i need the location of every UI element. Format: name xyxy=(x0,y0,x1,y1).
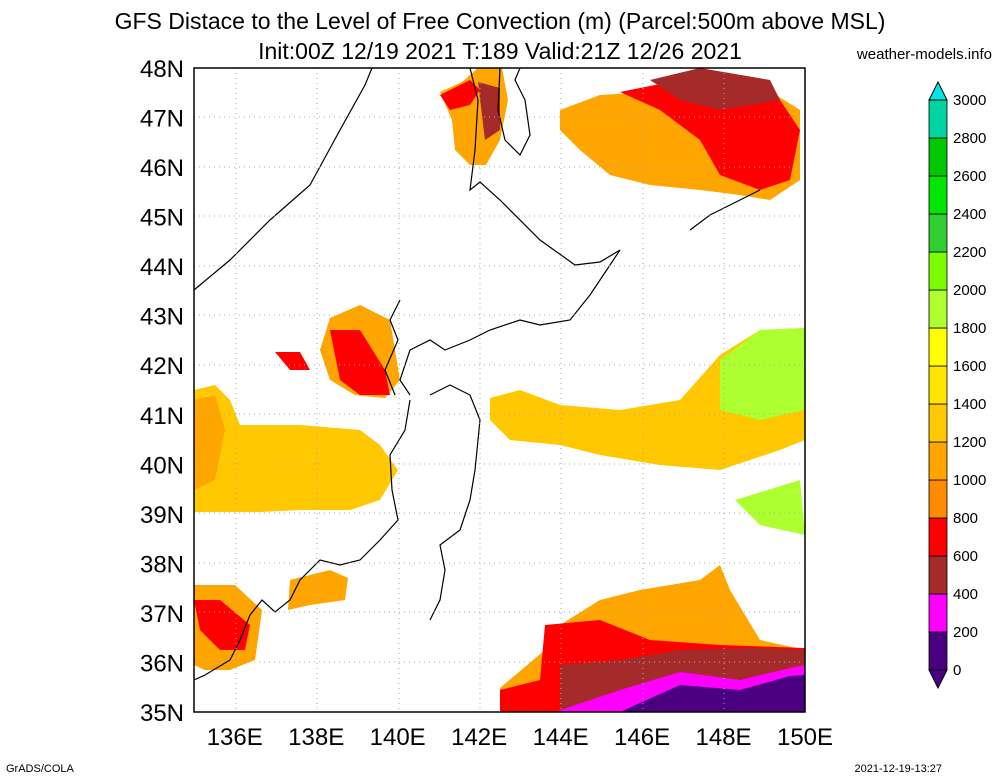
colorbar-bin xyxy=(928,593,948,633)
grads-credit: GrADS/COLA xyxy=(6,763,74,775)
colorbar-label: 2400 xyxy=(953,206,986,223)
latitude-labels: 35N 36N 37N 38N 39N 40N 41N 42N 43N 44N 45N 46N 47N 4… xyxy=(140,56,184,727)
colorbar-label: 1400 xyxy=(953,396,986,413)
lat-tick-label: 43N xyxy=(140,304,184,331)
colorbar-bin xyxy=(928,365,948,405)
colorbar-label: 200 xyxy=(953,624,978,641)
colorbar-bin xyxy=(928,555,948,595)
map-frame xyxy=(193,67,806,713)
map-subtitle: Init:00Z 12/19 2021 T:189 Valid:21Z 12/2… xyxy=(258,38,742,64)
colorbar-label: 600 xyxy=(953,548,978,565)
colorbar-bin xyxy=(928,441,948,481)
lat-tick-label: 35N xyxy=(140,700,184,727)
colorbar-label: 2800 xyxy=(953,130,986,147)
colorbar-label: 2200 xyxy=(953,244,986,261)
colorbar-bin xyxy=(928,479,948,519)
colorbar-bin xyxy=(928,99,948,139)
colorbar-bin xyxy=(928,517,948,557)
colorbar: 0 200 400 600 800 1000 1200 1400 1600 1800 2000 220… xyxy=(928,80,986,690)
lon-tick-label: 146E xyxy=(614,724,670,751)
lon-tick-label: 140E xyxy=(370,724,426,751)
colorbar-bin xyxy=(928,251,948,291)
colorbar-bin xyxy=(928,137,948,177)
lat-tick-label: 36N xyxy=(140,650,184,677)
lon-tick-label: 148E xyxy=(696,724,752,751)
colorbar-label: 800 xyxy=(953,510,978,527)
colorbar-label: 2000 xyxy=(953,282,986,299)
colorbar-bin xyxy=(928,213,948,253)
colorbar-bin xyxy=(928,289,948,329)
lat-tick-label: 48N xyxy=(140,56,184,83)
lat-tick-label: 47N xyxy=(140,106,184,133)
lat-tick-label: 44N xyxy=(140,254,184,281)
lon-tick-label: 144E xyxy=(533,724,589,751)
lon-tick-label: 136E xyxy=(207,724,263,751)
colorbar-label: 1800 xyxy=(953,320,986,337)
map-title: GFS Distace to the Level of Free Convect… xyxy=(114,8,886,34)
colorbar-label: 1200 xyxy=(953,434,986,451)
colorbar-bin xyxy=(928,327,948,367)
lon-tick-label: 150E xyxy=(777,724,833,751)
lon-tick-label: 138E xyxy=(288,724,344,751)
lon-tick-label: 142E xyxy=(451,724,507,751)
colorbar-bin xyxy=(928,631,948,671)
colorbar-label: 3000 xyxy=(953,92,986,109)
colorbar-label: 1000 xyxy=(953,472,986,489)
colorbar-label: 2600 xyxy=(953,168,986,185)
lat-tick-label: 42N xyxy=(140,353,184,380)
lat-tick-label: 39N xyxy=(140,502,184,529)
field-patches xyxy=(194,68,805,712)
coastlines xyxy=(193,67,761,681)
colorbar-label: 1600 xyxy=(953,358,986,375)
site-label: weather-models.info xyxy=(856,46,992,63)
colorbar-label: 0 xyxy=(953,662,961,679)
lat-tick-label: 37N xyxy=(140,601,184,628)
lat-tick-label: 46N xyxy=(140,155,184,182)
gridlines xyxy=(194,68,805,712)
colorbar-min-triangle xyxy=(928,669,948,690)
timestamp: 2021-12-19-13:27 xyxy=(854,763,942,775)
lat-tick-label: 38N xyxy=(140,551,184,578)
lat-tick-label: 41N xyxy=(140,403,184,430)
colorbar-label: 400 xyxy=(953,586,978,603)
colorbar-bin xyxy=(928,403,948,443)
colorbar-max-triangle xyxy=(928,80,948,101)
colorbar-bin xyxy=(928,175,948,215)
lat-tick-label: 40N xyxy=(140,452,184,479)
lat-tick-label: 45N xyxy=(140,205,184,232)
longitude-labels: 136E 138E 140E 142E 144E 146E 148E 150E xyxy=(207,724,833,751)
